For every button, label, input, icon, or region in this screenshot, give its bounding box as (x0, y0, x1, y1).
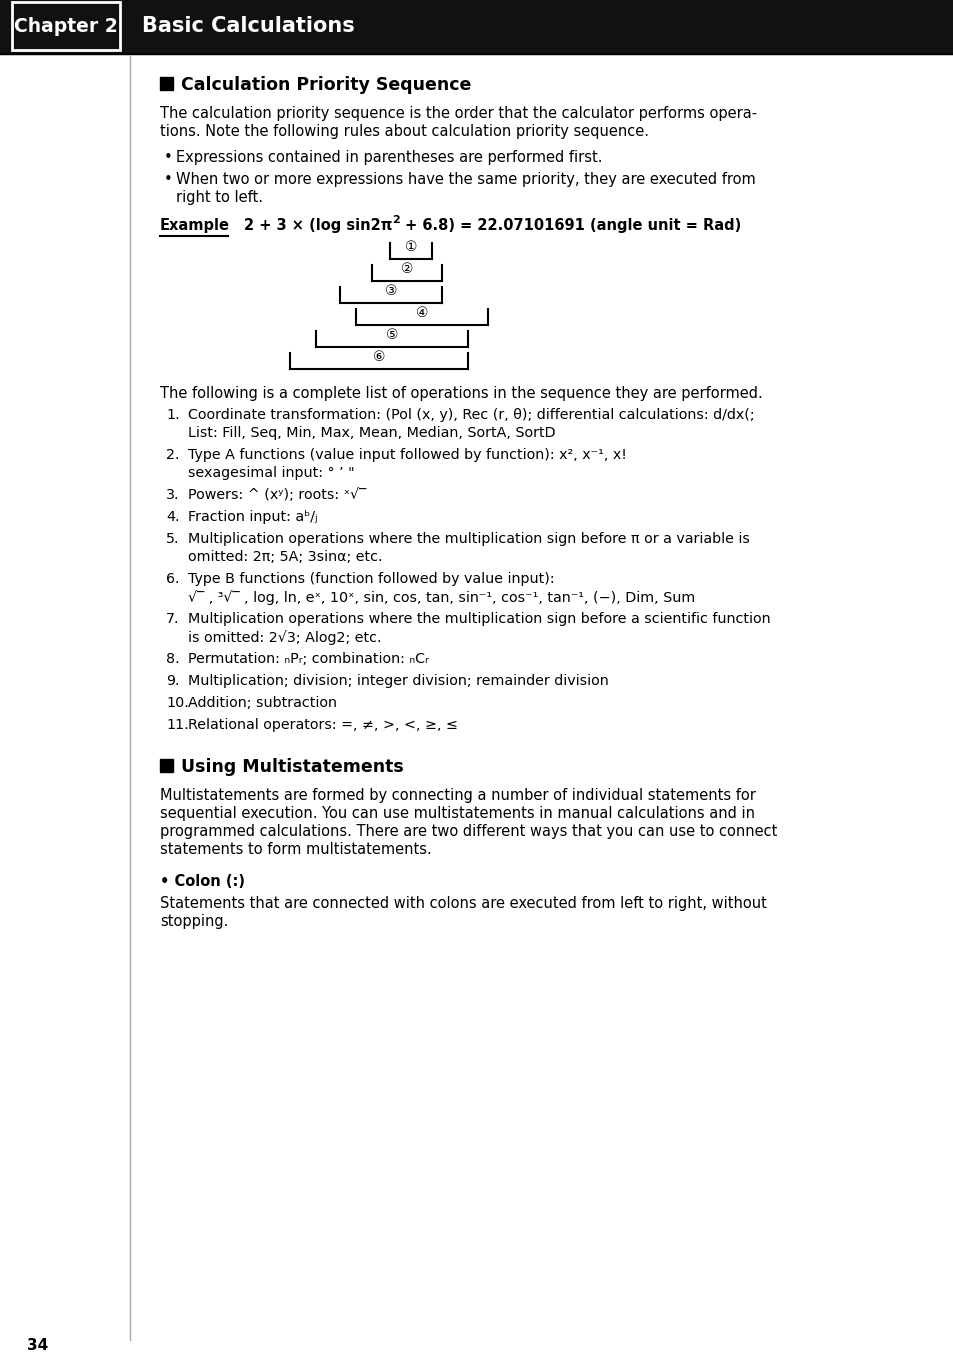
Text: Powers: ^ (xʸ); roots: ˣ√‾: Powers: ^ (xʸ); roots: ˣ√‾ (188, 488, 366, 502)
Text: ③: ③ (384, 284, 396, 298)
Text: 9.: 9. (166, 675, 179, 688)
Bar (160, 78, 172, 90)
Text: Multistatements are formed by connecting a number of individual statements for: Multistatements are formed by connecting… (160, 787, 755, 802)
Bar (160, 759, 172, 772)
Text: Addition; subtraction: Addition; subtraction (188, 696, 336, 710)
Text: ⑥: ⑥ (373, 350, 385, 364)
Text: + 6.8) = 22.07101691 (angle unit = Rad): + 6.8) = 22.07101691 (angle unit = Rad) (399, 218, 740, 233)
Text: Relational operators: =, ≠, >, <, ≥, ≤: Relational operators: =, ≠, >, <, ≥, ≤ (188, 718, 457, 732)
Text: ④: ④ (416, 306, 428, 320)
Text: Using Multistatements: Using Multistatements (181, 758, 403, 777)
Text: 11.: 11. (166, 718, 189, 732)
Text: Coordinate transformation: (Pol (x, y), Rec (r, θ); differential calculations: d: Coordinate transformation: (Pol (x, y), … (188, 408, 754, 422)
Text: Multiplication; division; integer division; remainder division: Multiplication; division; integer divisi… (188, 675, 608, 688)
Text: The calculation priority sequence is the order that the calculator performs oper: The calculation priority sequence is the… (160, 106, 757, 121)
Text: Permutation: ₙPᵣ; combination: ₙCᵣ: Permutation: ₙPᵣ; combination: ₙCᵣ (188, 651, 428, 666)
Text: 34: 34 (28, 1338, 49, 1353)
Text: 3.: 3. (166, 488, 179, 502)
Text: Fraction input: aᵇ/ⱼ: Fraction input: aᵇ/ⱼ (188, 510, 317, 524)
Text: Multiplication operations where the multiplication sign before a scientific func: Multiplication operations where the mult… (188, 612, 770, 626)
Text: statements to form multistatements.: statements to form multistatements. (160, 842, 432, 857)
Text: 6.: 6. (166, 573, 179, 586)
Text: 8.: 8. (166, 651, 179, 666)
Text: 7.: 7. (166, 612, 179, 626)
Text: Statements that are connected with colons are executed from left to right, witho: Statements that are connected with colon… (160, 896, 766, 911)
Text: • Colon (:): • Colon (:) (160, 874, 245, 889)
Text: tions. Note the following rules about calculation priority sequence.: tions. Note the following rules about ca… (160, 124, 648, 139)
Text: Type B functions (function followed by value input):: Type B functions (function followed by v… (188, 573, 554, 586)
Text: sexagesimal input: ° ’ ": sexagesimal input: ° ’ " (188, 466, 355, 480)
Text: List: Fill, Seq, Min, Max, Mean, Median, SortA, SortD: List: Fill, Seq, Min, Max, Mean, Median,… (188, 426, 555, 441)
Text: 2.: 2. (166, 447, 179, 462)
Text: Basic Calculations: Basic Calculations (142, 16, 355, 35)
Text: Chapter 2: Chapter 2 (14, 16, 118, 35)
Text: omitted: 2π; 5A; 3sinα; etc.: omitted: 2π; 5A; 3sinα; etc. (188, 549, 382, 564)
Text: 2: 2 (392, 215, 399, 224)
Text: 10.: 10. (166, 696, 189, 710)
Bar (12, 1, 120, 50)
Text: ②: ② (400, 262, 413, 276)
Text: 4.: 4. (166, 510, 179, 524)
Text: Example: Example (160, 218, 230, 233)
Text: is omitted: 2√3; Alog2; etc.: is omitted: 2√3; Alog2; etc. (188, 630, 381, 645)
Text: Multiplication operations where the multiplication sign before π or a variable i: Multiplication operations where the mult… (188, 532, 749, 545)
Text: sequential execution. You can use multistatements in manual calculations and in: sequential execution. You can use multis… (160, 806, 754, 821)
Text: The following is a complete list of operations in the sequence they are performe: The following is a complete list of oper… (160, 386, 762, 401)
Text: 2 + 3 × (log sin2π: 2 + 3 × (log sin2π (244, 218, 392, 233)
Text: •: • (164, 150, 172, 165)
Text: programmed calculations. There are two different ways that you can use to connec: programmed calculations. There are two d… (160, 824, 777, 839)
Bar (0, 0, 953, 52)
Text: Calculation Priority Sequence: Calculation Priority Sequence (181, 76, 471, 94)
Text: ①: ① (404, 239, 416, 254)
Text: When two or more expressions have the same priority, they are executed from: When two or more expressions have the sa… (175, 171, 755, 188)
Text: Type A functions (value input followed by function): x², x⁻¹, x!: Type A functions (value input followed b… (188, 447, 626, 462)
Text: 1.: 1. (166, 408, 179, 422)
Text: •: • (164, 171, 172, 188)
Text: Expressions contained in parentheses are performed first.: Expressions contained in parentheses are… (175, 150, 602, 165)
Text: ⑤: ⑤ (385, 328, 397, 341)
Text: √‾ , ³√‾ , log, ln, eˣ, 10ˣ, sin, cos, tan, sin⁻¹, cos⁻¹, tan⁻¹, (−), Dim, Sum: √‾ , ³√‾ , log, ln, eˣ, 10ˣ, sin, cos, t… (188, 590, 695, 605)
Text: 5.: 5. (166, 532, 179, 545)
Text: right to left.: right to left. (175, 190, 263, 205)
Text: stopping.: stopping. (160, 914, 228, 929)
